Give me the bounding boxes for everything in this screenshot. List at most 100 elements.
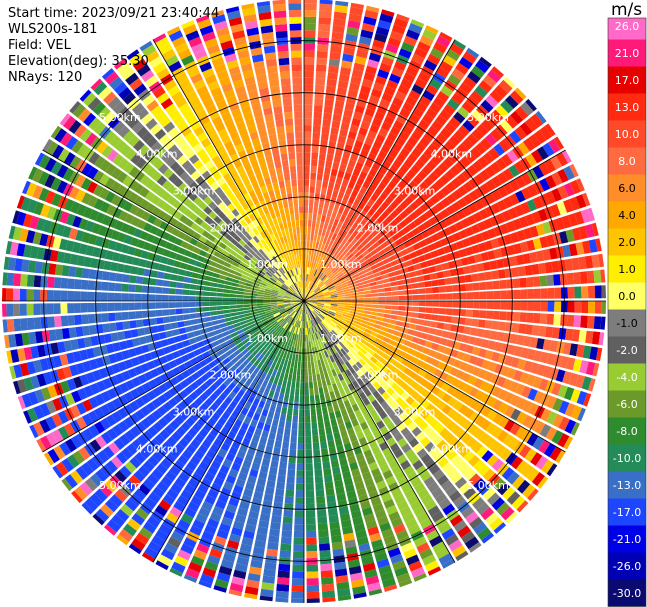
range-gate — [316, 214, 322, 222]
range-gate — [481, 532, 495, 544]
range-gate — [270, 296, 278, 299]
range-gate — [434, 264, 443, 272]
range-gate — [322, 309, 329, 314]
range-gate — [285, 387, 291, 395]
range-gate — [426, 334, 435, 342]
range-gate — [407, 136, 418, 147]
range-gate — [170, 482, 183, 494]
range-gate — [216, 572, 231, 583]
range-gate — [445, 533, 459, 546]
range-gate — [152, 62, 167, 74]
range-gate — [126, 443, 138, 455]
range-gate — [317, 421, 325, 429]
range-gate — [329, 255, 336, 263]
range-gate — [490, 373, 500, 385]
range-gate — [535, 223, 546, 236]
range-gate — [251, 328, 259, 335]
range-gate — [28, 391, 39, 406]
range-gate — [19, 288, 27, 301]
range-gate — [237, 314, 246, 319]
range-gate — [311, 367, 316, 375]
range-gate — [500, 119, 513, 133]
range-gate — [274, 323, 281, 330]
range-gate — [506, 149, 519, 163]
range-gate — [314, 262, 319, 270]
range-gate — [361, 556, 375, 566]
range-gate — [419, 203, 430, 213]
range-gate — [462, 138, 474, 150]
range-gate — [291, 578, 304, 586]
range-gate — [335, 352, 341, 360]
range-gate — [57, 426, 70, 440]
range-gate — [182, 466, 194, 477]
range-gate — [316, 173, 323, 181]
range-gate — [456, 325, 465, 334]
range-gate — [291, 284, 296, 291]
range-gate — [391, 246, 400, 255]
range-gate — [332, 267, 339, 274]
range-gate — [364, 341, 373, 349]
range-gate — [273, 272, 280, 279]
range-gate — [353, 592, 367, 599]
range-gate — [336, 288, 344, 292]
range-gate — [250, 559, 263, 569]
range-gate — [399, 210, 409, 220]
range-gate — [317, 303, 324, 307]
range-gate — [353, 198, 361, 207]
range-gate — [66, 378, 77, 391]
range-gate — [368, 168, 378, 178]
range-gate — [411, 283, 419, 289]
range-gate — [198, 235, 207, 244]
range-gate — [63, 198, 75, 212]
range-gate — [465, 364, 475, 374]
range-gate — [204, 321, 213, 328]
range-gate — [451, 276, 459, 284]
range-gate — [278, 364, 284, 372]
range-gate — [311, 333, 315, 341]
range-gate — [128, 543, 142, 555]
range-gate — [413, 415, 424, 426]
range-gate — [312, 268, 316, 276]
range-gate — [315, 325, 320, 332]
range-gate — [157, 394, 168, 405]
range-gate — [468, 190, 479, 202]
range-gate — [325, 279, 332, 285]
range-gate — [422, 347, 431, 355]
range-gate — [33, 289, 41, 301]
range-gate — [377, 181, 387, 191]
range-gate — [308, 375, 313, 383]
range-gate — [453, 520, 468, 533]
range-gate — [472, 282, 480, 291]
range-gate — [475, 142, 487, 155]
range-gate — [433, 240, 443, 249]
range-gate — [305, 402, 310, 410]
range-gate — [392, 347, 401, 355]
range-gate — [488, 147, 500, 160]
range-gate — [233, 322, 241, 328]
range-gate — [14, 333, 24, 347]
range-gate — [247, 276, 255, 282]
range-gate — [342, 414, 351, 423]
range-gate — [287, 332, 292, 339]
range-gate — [319, 264, 324, 272]
range-gate — [210, 242, 219, 251]
range-gate — [329, 322, 336, 328]
range-gate — [373, 324, 382, 330]
range-gate — [265, 311, 273, 316]
range-gate — [420, 399, 431, 409]
range-gate — [33, 359, 43, 373]
range-gate — [385, 43, 399, 54]
range-gate — [209, 311, 218, 316]
range-gate — [446, 181, 457, 193]
range-gate — [296, 306, 301, 313]
range-gate — [163, 272, 172, 280]
range-gate — [359, 218, 368, 227]
range-gate — [339, 457, 348, 467]
range-gate — [171, 91, 184, 103]
range-gate — [338, 321, 345, 327]
range-gate — [94, 421, 106, 434]
range-gate — [347, 20, 361, 29]
range-gate — [189, 307, 197, 313]
range-gate — [346, 276, 354, 282]
range-gate — [398, 262, 407, 269]
